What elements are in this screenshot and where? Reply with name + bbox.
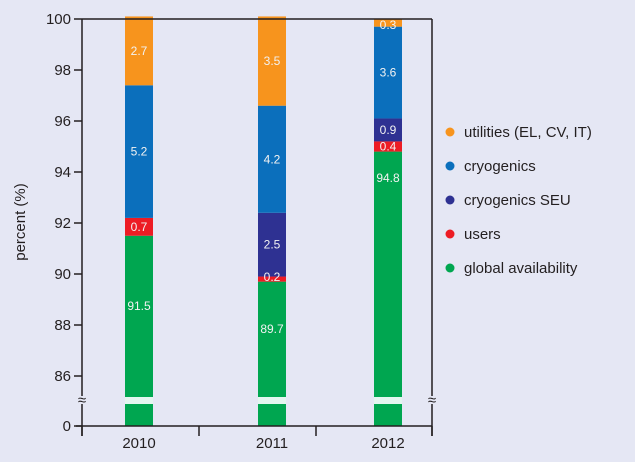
bar-segment-2011-utilities-el-cv-it- <box>258 16 286 106</box>
bar-segment-2010-global-availability <box>125 235 153 426</box>
y-tick-label: 90 <box>54 266 71 283</box>
legend-swatch <box>445 229 455 239</box>
segment-value-label: 94.8 <box>376 171 400 185</box>
y-tick-label: 92 <box>54 215 71 232</box>
x-ticks: 2010 2011 2012 <box>81 426 433 452</box>
y-tick-label: 100 <box>46 11 71 28</box>
bar-segment-2012-cryogenics-seu <box>374 118 402 142</box>
y-axis-title: percent (%) <box>12 183 29 261</box>
legend-label: users <box>464 226 501 243</box>
segment-value-label: 2.7 <box>131 44 148 58</box>
bar-segment-2011-users <box>258 276 286 282</box>
segment-value-label: 0.2 <box>264 270 281 284</box>
bar-segment-2010-cryogenics <box>125 85 153 218</box>
legend: utilities (EL, CV, IT) cryogenics cryogeni… <box>445 124 592 277</box>
segment-value-label: 3.5 <box>264 54 281 68</box>
bar-segment-2010-utilities-el-cv-it- <box>125 16 153 86</box>
segment-value-label: 0.3 <box>380 18 397 32</box>
bar-segment-2012-utilities-el-cv-it- <box>374 19 402 27</box>
y-tick-label: 94 <box>54 164 71 181</box>
segment-value-label: 0.9 <box>380 123 397 137</box>
y-tick-label: 0 <box>63 418 71 435</box>
segment-value-label: 2.5 <box>264 238 281 252</box>
y-tick-label: 88 <box>54 317 71 334</box>
axis-break-band <box>125 397 153 404</box>
axis-break-gap <box>76 396 88 404</box>
segment-value-label: 89.7 <box>260 322 284 336</box>
legend-label: cryogenics SEU <box>464 192 571 209</box>
bar-segment-2011-global-availability <box>258 281 286 426</box>
x-tick-label: 2010 <box>122 435 155 452</box>
segment-value-label: 5.2 <box>131 145 148 159</box>
axes-layer: ≈ ≈ <box>76 18 438 436</box>
x-tick-label: 2011 <box>256 435 288 452</box>
bars-layer <box>125 16 402 426</box>
legend-swatch <box>445 127 455 137</box>
legend-label: cryogenics <box>464 158 536 175</box>
y-tick-label: 98 <box>54 62 71 79</box>
legend-swatch <box>445 263 455 273</box>
axis-break-icon: ≈ <box>428 392 436 409</box>
bar-segment-2012-cryogenics <box>374 26 402 119</box>
axis-break-band <box>258 397 286 404</box>
axis-break-icon: ≈ <box>78 392 86 409</box>
bar-segment-2010-users <box>125 217 153 236</box>
bar-segment-2012-users <box>374 141 402 152</box>
axis-break-gap <box>426 396 438 404</box>
y-tick-label: 96 <box>54 113 71 130</box>
segment-value-label: 4.2 <box>264 152 281 166</box>
bar-segment-2012-global-availability <box>374 151 402 426</box>
legend-label: utilities (EL, CV, IT) <box>464 124 592 141</box>
legend-label: global availability <box>464 260 578 277</box>
segment-value-label: 0.7 <box>131 220 148 234</box>
segment-value-label: 91.5 <box>127 299 151 313</box>
y-tick-label: 86 <box>54 368 71 385</box>
y-ticks: 100 98 96 94 92 90 88 86 0 <box>46 11 82 435</box>
bar-segment-2011-cryogenics <box>258 105 286 213</box>
segment-value-label: 0.4 <box>380 140 397 154</box>
segment-labels: 91.5 0.7 5.2 2.7 89.7 0.2 2.5 4.2 3.5 94.8 0.4 0.9 3… <box>127 18 400 336</box>
segment-value-label: 3.6 <box>380 66 397 80</box>
bar-segment-2011-cryogenics-seu <box>258 212 286 277</box>
axis-break-band <box>374 397 402 404</box>
x-tick-label: 2012 <box>371 435 404 452</box>
legend-swatch <box>445 195 455 205</box>
legend-swatch <box>445 161 455 171</box>
